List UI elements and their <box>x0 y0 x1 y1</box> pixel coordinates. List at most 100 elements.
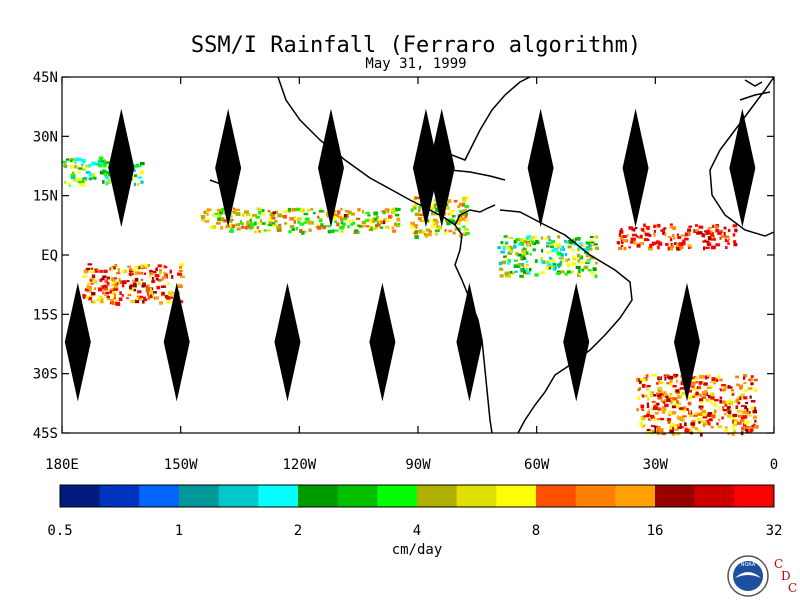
rain-cell <box>163 271 166 275</box>
rain-cell <box>647 411 651 415</box>
rain-cell <box>103 269 108 273</box>
rain-cell <box>88 286 92 291</box>
rain-cell <box>652 394 657 397</box>
rain-cell <box>429 204 434 208</box>
rain-cell <box>419 213 424 216</box>
rain-cell <box>521 251 526 256</box>
rain-cell <box>731 417 735 421</box>
rain-cell <box>651 373 657 377</box>
rain-cell <box>217 214 222 219</box>
rain-cell <box>745 401 749 405</box>
rain-cell <box>316 223 319 226</box>
rain-cell <box>661 228 665 232</box>
rain-cell <box>669 423 675 427</box>
rain-cell <box>258 230 261 233</box>
data-gap-swath <box>412 108 439 228</box>
rain-cell <box>679 417 684 422</box>
rain-cell <box>721 400 726 404</box>
rain-cell <box>719 236 722 240</box>
rain-cell <box>636 408 639 412</box>
rain-cell <box>457 218 462 222</box>
rain-cell <box>710 425 714 429</box>
rain-cell <box>669 429 674 434</box>
rain-cell <box>517 253 522 257</box>
rain-cell <box>654 425 658 429</box>
coastline-us-east <box>469 76 531 151</box>
rain-cell <box>740 418 745 423</box>
rain-cell <box>151 279 155 283</box>
rain-cell <box>568 239 573 244</box>
rain-cell <box>177 272 183 276</box>
rain-cell <box>356 231 360 234</box>
rain-cell <box>82 159 85 164</box>
rain-cell <box>338 215 343 219</box>
colorbar-unit-label: cm/day <box>392 542 443 558</box>
rain-cell <box>412 205 417 208</box>
rain-cell <box>334 229 339 232</box>
rain-cell <box>431 224 436 229</box>
rain-cell <box>133 282 137 286</box>
rain-cell <box>371 217 374 221</box>
rain-cell <box>749 428 754 432</box>
rain-cell <box>560 246 564 251</box>
noaa-logo-text: NOAA <box>741 562 756 568</box>
rain-cell <box>137 165 142 168</box>
rain-cell <box>88 294 94 297</box>
rain-cell <box>706 413 712 417</box>
rain-cell <box>540 260 543 264</box>
rain-cell <box>169 269 173 274</box>
rain-cell <box>645 394 648 398</box>
rain-cell <box>140 180 144 184</box>
rain-cell <box>749 425 754 430</box>
rain-cell <box>421 217 426 221</box>
rain-cell <box>82 294 86 298</box>
rain-cell <box>641 407 644 411</box>
rain-cell <box>702 423 706 427</box>
rain-cell <box>128 285 133 290</box>
rain-cell <box>433 203 439 206</box>
rain-cell <box>507 261 511 265</box>
rain-cell <box>747 387 753 390</box>
rain-cell <box>535 239 539 244</box>
rain-cell <box>159 269 162 274</box>
rain-cell <box>660 229 663 232</box>
rain-cell <box>98 164 103 168</box>
rain-cell <box>736 409 742 413</box>
rain-cell <box>587 244 592 248</box>
rain-cell <box>726 406 731 410</box>
rain-cell <box>312 211 316 215</box>
coastline-south-america <box>454 209 633 434</box>
rain-cell <box>678 242 684 246</box>
rain-cell <box>377 221 380 224</box>
rain-cell <box>741 404 746 407</box>
rain-cell <box>204 220 210 223</box>
rain-cell <box>105 161 111 165</box>
rain-cell <box>289 225 295 229</box>
rain-cell <box>700 407 703 411</box>
rain-cell <box>741 426 745 431</box>
rain-cell <box>295 207 301 211</box>
rain-cell <box>268 221 274 225</box>
rain-cell <box>709 238 715 241</box>
rain-cell <box>106 276 111 280</box>
rain-cell <box>692 387 697 391</box>
rain-cell <box>121 284 125 288</box>
rain-cell <box>710 381 716 384</box>
rain-cell <box>706 242 712 247</box>
rain-cell <box>577 255 582 258</box>
data-gap-swath <box>64 282 91 402</box>
map-title: SSM/I Rainfall (Ferraro algorithm) <box>191 33 641 58</box>
rain-cell <box>723 429 729 433</box>
rain-cell <box>553 268 557 272</box>
rain-cell <box>98 162 104 166</box>
rain-cell <box>737 401 741 405</box>
rain-cell <box>672 397 678 401</box>
rain-cell <box>707 394 713 399</box>
rain-cell <box>674 373 679 377</box>
rain-cell <box>620 244 624 247</box>
rain-cell <box>155 277 159 281</box>
rain-cell <box>259 219 263 223</box>
rain-cell <box>259 230 262 234</box>
rain-cell <box>571 249 575 252</box>
rain-cell <box>140 278 144 281</box>
